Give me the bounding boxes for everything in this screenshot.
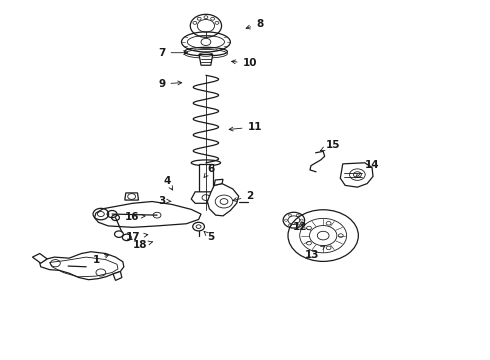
Polygon shape [125,193,139,200]
Polygon shape [95,202,201,227]
Polygon shape [199,54,213,65]
Text: 9: 9 [158,79,182,89]
Polygon shape [199,164,213,196]
Text: 10: 10 [232,58,257,68]
Polygon shape [113,271,122,280]
Text: 4: 4 [163,176,172,190]
Polygon shape [191,192,220,203]
Text: 17: 17 [126,232,148,242]
Text: 18: 18 [133,240,153,250]
Polygon shape [207,184,239,216]
Text: 12: 12 [293,222,307,232]
Text: 5: 5 [204,231,215,242]
Polygon shape [340,163,373,187]
Text: 13: 13 [305,246,325,260]
Polygon shape [214,179,223,185]
Text: 11: 11 [229,122,262,132]
Text: 2: 2 [233,191,253,202]
Text: 6: 6 [204,164,215,177]
Text: 8: 8 [246,19,263,29]
Text: 3: 3 [158,196,171,206]
Text: 7: 7 [158,48,188,58]
Polygon shape [40,252,124,280]
Text: 14: 14 [355,160,379,178]
Text: 15: 15 [320,140,340,150]
Polygon shape [32,253,47,263]
Text: 1: 1 [92,255,109,265]
Text: 16: 16 [124,212,145,221]
